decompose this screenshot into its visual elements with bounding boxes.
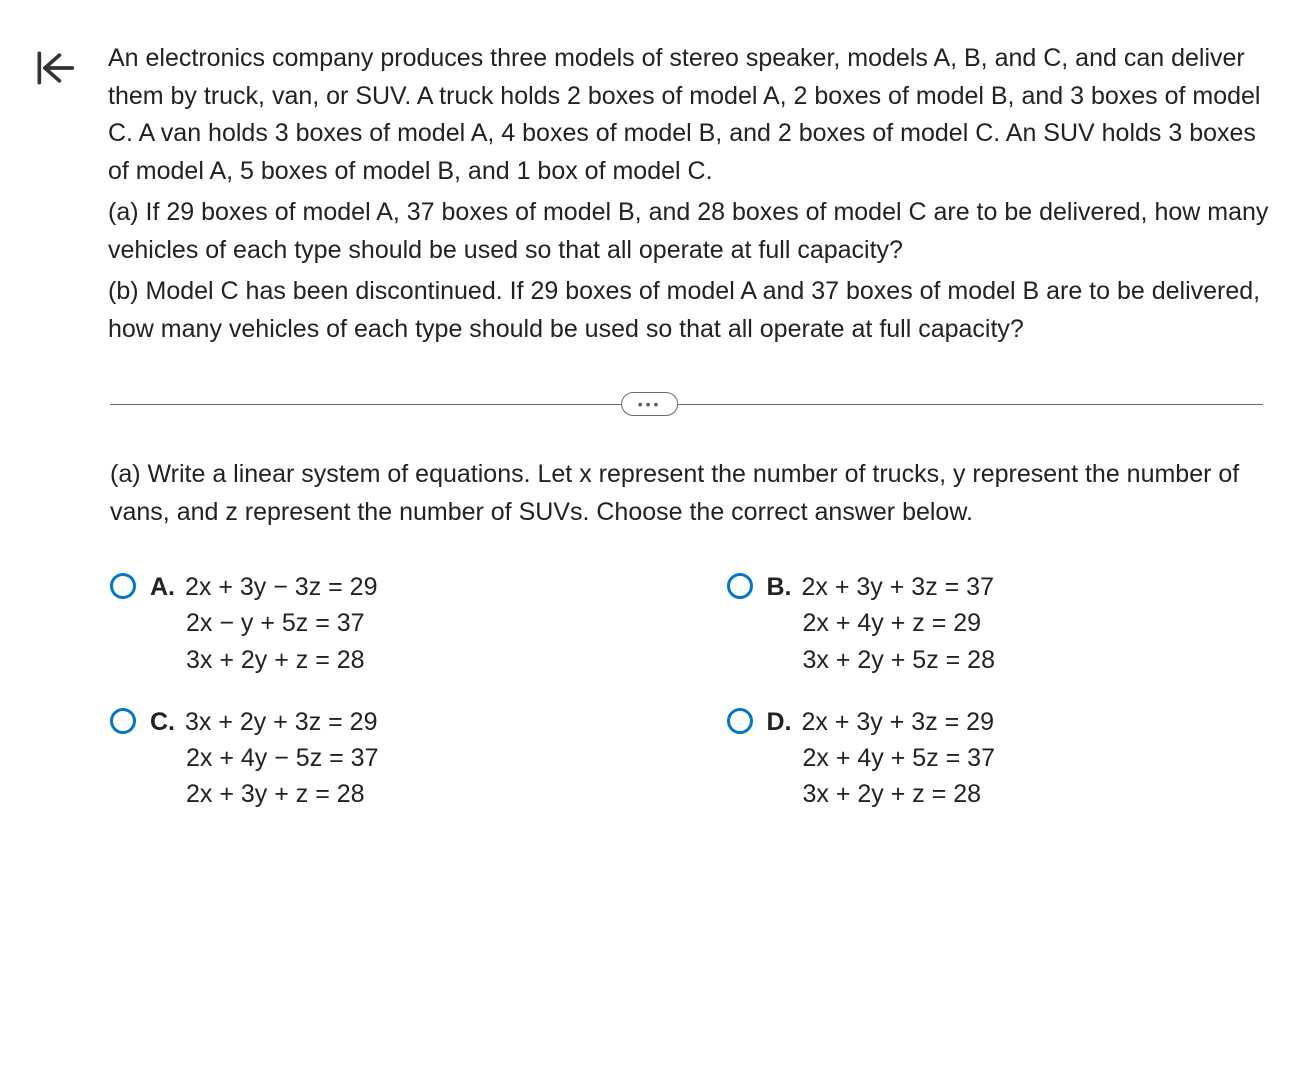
option-c-line-1: 3x + 2y + 3z = 29 [185, 708, 378, 736]
option-b-line-2: 2x + 4y + z = 29 [803, 609, 982, 637]
option-d-line-3: 3x + 2y + z = 28 [803, 780, 982, 808]
option-d-body: D. 2x + 3y + 3z = 29 2x + 4y + 5z = 37 3x… [767, 704, 996, 813]
divider: ••• [110, 392, 1283, 416]
radio-c[interactable] [110, 708, 136, 734]
problem-part-a: (a) If 29 boxes of model A, 37 boxes of … [108, 194, 1283, 269]
question-page: An electronics company produces three mo… [0, 0, 1313, 1065]
expand-button[interactable]: ••• [621, 392, 679, 416]
option-d-line-2: 2x + 4y + 5z = 37 [803, 744, 996, 772]
option-b[interactable]: B. 2x + 3y + 3z = 37 2x + 4y + z = 29 3x … [727, 569, 1284, 678]
option-a[interactable]: A. 2x + 3y − 3z = 29 2x − y + 5z = 37 3x … [110, 569, 667, 678]
radio-d[interactable] [727, 708, 753, 734]
collapse-button[interactable] [30, 44, 78, 92]
option-b-line-3: 3x + 2y + 5z = 28 [803, 646, 996, 674]
part-a-prompt-text: (a) Write a linear system of equations. … [110, 460, 1239, 526]
radio-b[interactable] [727, 573, 753, 599]
option-c-body: C. 3x + 2y + 3z = 29 2x + 4y − 5z = 37 2x… [150, 704, 379, 813]
option-d-line-1: 2x + 3y + 3z = 29 [802, 708, 995, 736]
option-a-line-2: 2x − y + 5z = 37 [186, 609, 365, 637]
option-b-body: B. 2x + 3y + 3z = 37 2x + 4y + z = 29 3x … [767, 569, 996, 678]
answer-options: A. 2x + 3y − 3z = 29 2x − y + 5z = 37 3x … [110, 569, 1283, 813]
option-b-line-1: 2x + 3y + 3z = 37 [802, 573, 995, 601]
option-d[interactable]: D. 2x + 3y + 3z = 29 2x + 4y + 5z = 37 3x… [727, 704, 1284, 813]
option-a-body: A. 2x + 3y − 3z = 29 2x − y + 5z = 37 3x … [150, 569, 378, 678]
option-c-letter: C. [150, 708, 175, 736]
divider-line [110, 404, 1263, 405]
problem-part-b: (b) Model C has been discontinued. If 29… [108, 273, 1283, 348]
part-a-prompt: (a) Write a linear system of equations. … [110, 456, 1263, 531]
option-b-letter: B. [767, 573, 792, 601]
radio-a[interactable] [110, 573, 136, 599]
option-c[interactable]: C. 3x + 2y + 3z = 29 2x + 4y − 5z = 37 2x… [110, 704, 667, 813]
option-a-line-3: 3x + 2y + z = 28 [186, 646, 365, 674]
collapse-left-icon [32, 46, 76, 90]
problem-intro: An electronics company produces three mo… [108, 40, 1283, 190]
option-a-line-1: 2x + 3y − 3z = 29 [185, 573, 378, 601]
option-c-line-3: 2x + 3y + z = 28 [186, 780, 365, 808]
option-d-letter: D. [767, 708, 792, 736]
header-row: An electronics company produces three mo… [30, 40, 1283, 352]
option-c-line-2: 2x + 4y − 5z = 37 [186, 744, 379, 772]
problem-statement: An electronics company produces three mo… [108, 40, 1283, 352]
option-a-letter: A. [150, 573, 175, 601]
